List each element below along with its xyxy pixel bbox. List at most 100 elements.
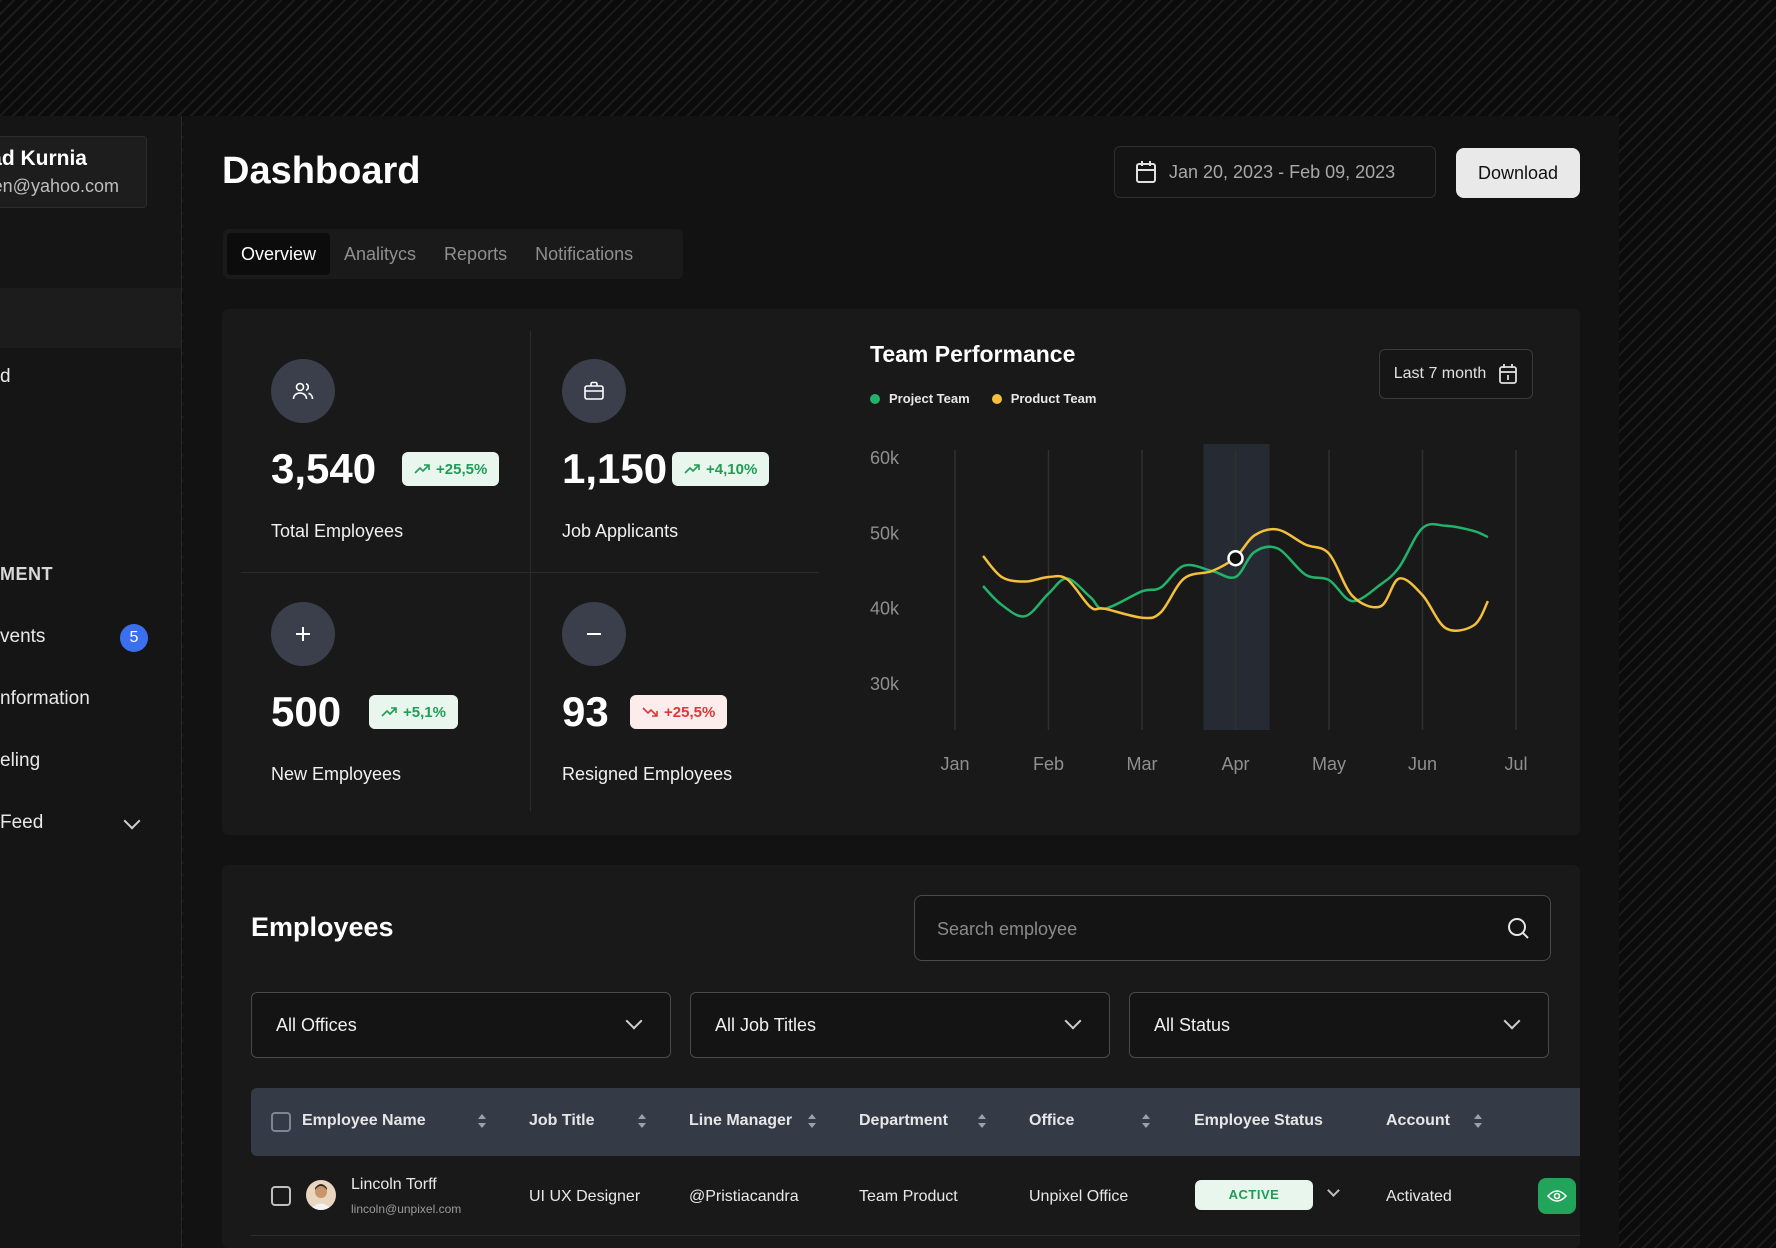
x-tick-label: Jan: [940, 754, 969, 774]
eye-icon: [1547, 1190, 1567, 1202]
stat-value: 1,150: [562, 445, 668, 492]
column-header-office[interactable]: Office: [1029, 1112, 1075, 1129]
chevron-down-icon: [1503, 1012, 1521, 1030]
employees-title: Employees: [251, 912, 394, 942]
tab-analytics[interactable]: Analitycs: [344, 243, 417, 264]
chevron-down-icon[interactable]: [123, 812, 141, 830]
stat-value: 3,540: [271, 445, 377, 492]
team-performance-chart: Jan Feb Mar Apr May Jun Jul 60k 50k 40k 30k: [870, 444, 1528, 774]
stat-total-employees: 3,540 +25,5% Total Employees: [271, 359, 551, 579]
chevron-down-icon[interactable]: [1327, 1184, 1340, 1197]
line-manager-cell: @Pristiacandra: [689, 1188, 799, 1205]
stat-label: New Employees: [271, 764, 402, 784]
column-header-department[interactable]: Department: [859, 1112, 948, 1129]
status-badge[interactable]: ACTIVE: [1195, 1180, 1313, 1210]
page-title: Dashboard: [222, 150, 421, 192]
column-header-employee-status[interactable]: Employee Status: [1194, 1112, 1323, 1129]
status-filter[interactable]: All Status: [1129, 992, 1549, 1058]
job-title-filter[interactable]: All Job Titles: [690, 992, 1110, 1058]
tab-reports[interactable]: Reports: [444, 243, 508, 264]
sidebar: ad Kurnia en@yahoo.com d MENT vents 5 nf…: [0, 116, 182, 1248]
date-range-picker[interactable]: Jan 20, 2023 - Feb 09, 2023: [1114, 146, 1436, 198]
calendar-icon: [1499, 364, 1518, 384]
employee-name: Lincoln Torff: [351, 1176, 437, 1193]
row-checkbox[interactable]: [271, 1186, 291, 1206]
sort-icon[interactable]: [807, 1113, 817, 1129]
highlight-band: [1203, 444, 1270, 730]
avatar: [306, 1180, 336, 1210]
trend-up-icon: [381, 707, 397, 717]
search-input[interactable]: [937, 916, 1477, 942]
sidebar-item-events[interactable]: vents: [0, 626, 46, 647]
divider: [241, 572, 819, 573]
sidebar-item-dashboard[interactable]: d: [0, 366, 11, 387]
stat-label: Resigned Employees: [562, 764, 733, 784]
calendar-icon: [1136, 161, 1156, 183]
divider: [530, 331, 531, 811]
sidebar-item-labeling[interactable]: eling: [0, 750, 41, 771]
tab-bar: Overview Analitycs Reports Notifications: [223, 229, 683, 279]
y-tick-label: 60k: [870, 448, 900, 468]
trend-up-badge: +5,1%: [369, 695, 458, 729]
stat-label: Job Applicants: [562, 521, 679, 541]
stat-label: Total Employees: [271, 521, 404, 541]
overview-card: 3,540 +25,5% Total Employees 1,150 +4,10…: [222, 309, 1580, 835]
series-line-project-team: [982, 522, 1489, 618]
download-button[interactable]: Download: [1456, 148, 1580, 198]
user-profile[interactable]: ad Kurnia en@yahoo.com: [0, 136, 147, 208]
y-tick-label: 30k: [870, 674, 900, 694]
stat-job-applicants: 1,150 +4,10% Job Applicants: [562, 359, 842, 579]
column-header-job-title[interactable]: Job Title: [529, 1112, 595, 1129]
main-content: Dashboard Jan 20, 2023 - Feb 09, 2023 Do…: [183, 116, 1619, 1248]
sidebar-active-highlight: [0, 288, 181, 348]
office-filter[interactable]: All Offices: [251, 992, 671, 1058]
stat-value: 93: [562, 688, 609, 735]
x-tick-label: Jul: [1504, 754, 1527, 774]
trend-up-icon: [684, 464, 700, 474]
x-tick-label: May: [1312, 754, 1346, 774]
data-point-marker: [1227, 549, 1244, 567]
x-tick-label: Apr: [1221, 754, 1249, 774]
search-icon[interactable]: [1506, 916, 1530, 940]
sort-icon[interactable]: [1141, 1113, 1151, 1129]
select-all-checkbox[interactable]: [271, 1112, 291, 1132]
trend-up-badge: +4,10%: [672, 452, 770, 486]
column-header-employee-name[interactable]: Employee Name: [302, 1112, 426, 1129]
sidebar-item-feed[interactable]: Feed: [0, 812, 44, 833]
account-cell: Activated: [1386, 1188, 1452, 1205]
search-box: [914, 895, 1551, 961]
sort-icon[interactable]: [977, 1113, 987, 1129]
chevron-down-icon: [625, 1012, 643, 1030]
employees-card: Employees All Offices All Job Titles All…: [222, 865, 1580, 1248]
users-icon: [271, 359, 335, 423]
sort-icon[interactable]: [477, 1113, 487, 1129]
sidebar-item-information[interactable]: nformation: [0, 688, 90, 709]
column-header-account[interactable]: Account: [1386, 1112, 1450, 1129]
briefcase-icon: [562, 359, 626, 423]
trend-down-badge: +25,5%: [630, 695, 728, 729]
date-range-text: Jan 20, 2023 - Feb 09, 2023: [1169, 161, 1396, 182]
stat-value: 500: [271, 688, 342, 735]
employee-email: lincoln@unpixel.com: [351, 1202, 462, 1216]
chart-legend: Project Team Product Team: [870, 391, 1096, 406]
stat-new-employees: 500 +5,1% New Employees: [271, 602, 551, 822]
y-tick-label: 50k: [870, 523, 900, 543]
view-button[interactable]: [1538, 1178, 1576, 1214]
column-header-line-manager[interactable]: Line Manager: [689, 1112, 793, 1129]
sidebar-section-management: MENT: [0, 564, 53, 584]
sort-icon[interactable]: [637, 1113, 647, 1129]
tab-notifications[interactable]: Notifications: [535, 243, 634, 264]
period-select-button[interactable]: Last 7 month: [1379, 349, 1533, 399]
plus-icon: [271, 602, 335, 666]
x-tick-label: Jun: [1408, 754, 1437, 774]
user-name: ad Kurnia: [0, 147, 87, 170]
department-cell: Team Product: [859, 1188, 958, 1205]
trend-down-icon: [642, 707, 658, 717]
tab-overview[interactable]: Overview: [227, 233, 331, 275]
table-header: Employee Name Job Title Line Manager Dep…: [251, 1088, 1580, 1156]
trend-up-icon: [414, 464, 430, 474]
legend-item-project-team: Project Team: [870, 391, 970, 406]
sort-icon[interactable]: [1473, 1113, 1483, 1129]
legend-dot: [991, 393, 1002, 404]
stat-resigned-employees: 93 +25,5% Resigned Employees: [562, 602, 842, 822]
